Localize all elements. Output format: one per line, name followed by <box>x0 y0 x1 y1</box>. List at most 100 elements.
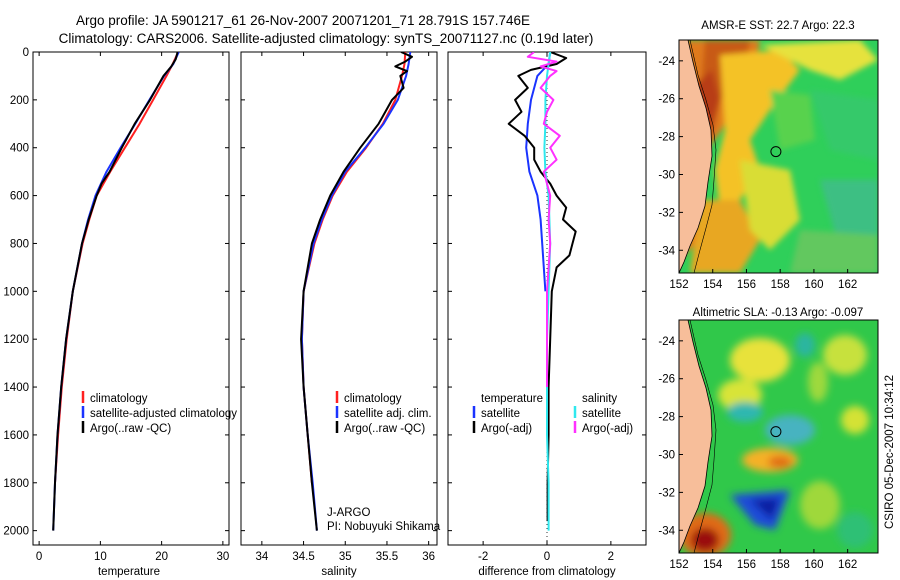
lon-tick-label: 160 <box>804 559 823 571</box>
temperature-legend: climatology satellite-adjusted climatolo… <box>81 391 237 435</box>
legend-label-satellite: satellite-adjusted climatology <box>90 408 237 420</box>
y-tick-label: 400 <box>10 143 29 155</box>
y-tick-label: 800 <box>10 238 29 250</box>
series-line-salinity-argo-adj- <box>526 52 561 387</box>
temperature-axes-box <box>32 51 230 546</box>
legend-header-temperature: temperature <box>481 393 543 405</box>
legend-label-argo: Argo(..raw -QC) <box>344 423 425 435</box>
y-tick-label: 1400 <box>3 382 29 394</box>
y-tick-label: 1200 <box>3 334 29 346</box>
series-line-argo-raw-qc- <box>52 52 179 531</box>
lat-tick-label: -34 <box>658 245 675 257</box>
x-tick-label: -2 <box>478 551 488 563</box>
y-tick-label: 1800 <box>3 478 29 490</box>
lon-tick-label: 158 <box>771 279 790 291</box>
lon-tick-label: 152 <box>669 559 688 571</box>
lat-tick-label: -26 <box>658 374 675 386</box>
legend-label-argo: Argo(..raw -QC) <box>90 423 171 435</box>
credit-stamp: CSIRO 05-Dec-2007 10:34:12 <box>884 375 896 529</box>
lon-tick-label: 152 <box>669 279 688 291</box>
salinity-xlabel: salinity <box>321 566 356 578</box>
float-program-label: J-ARGO <box>327 507 371 519</box>
lon-tick-label: 162 <box>838 559 857 571</box>
x-tick-label: 2 <box>608 551 614 563</box>
isobath-line <box>689 320 717 553</box>
lat-tick-label: -28 <box>658 412 675 424</box>
lat-tick-label: -32 <box>658 207 675 219</box>
difference-panel: -2 0 2 temperature satellite Argo(-adj) sa… <box>447 51 647 578</box>
legend-label-climatology: climatology <box>344 393 402 405</box>
lat-tick-label: -32 <box>658 487 675 499</box>
legend-label-sal-argo: Argo(-adj) <box>582 423 633 435</box>
argo-location-marker <box>770 426 782 438</box>
sst-map-ticks: 152 154 156 158 160 162 -24 -26 -28 -30 -32 -34 <box>658 56 857 291</box>
legend-label-climatology: climatology <box>90 393 148 405</box>
series-line-salinity-satellite <box>543 52 552 531</box>
legend-label-satellite: satellite adj. clim. <box>344 408 432 420</box>
land-coast <box>679 40 713 273</box>
x-tick-label: 35.5 <box>376 551 398 563</box>
lat-tick-label: -30 <box>658 449 675 461</box>
legend-label-temp-argo: Argo(-adj) <box>481 423 532 435</box>
lat-tick-label: -34 <box>658 525 675 537</box>
x-tick-label: 34 <box>255 551 268 563</box>
lat-tick-label: -30 <box>658 169 675 181</box>
series-line-argo-raw-qc- <box>300 52 413 531</box>
figure-title-line1: Argo profile: JA 5901217_61 26-Nov-2007 … <box>76 13 530 28</box>
difference-xlabel: difference from climatology <box>478 566 615 578</box>
lat-tick-label: -26 <box>658 94 675 106</box>
difference-legend: temperature satellite Argo(-adj) salinit… <box>472 393 633 435</box>
temperature-axis-ticks: 0 10 20 30 0 200 400 600 800 1000 1200 1400 1600 1800… <box>3 47 229 563</box>
salinity-panel: 34 34.5 35 35.5 36 climatology satellite adj… <box>240 51 441 578</box>
lon-tick-label: 154 <box>703 279 723 291</box>
lon-tick-label: 156 <box>737 559 756 571</box>
argo-location-marker <box>770 146 782 158</box>
temperature-panel: 0 10 20 30 0 200 400 600 800 1000 1200 1400 1600 1800… <box>3 47 237 578</box>
temperature-lines <box>52 52 180 531</box>
difference-axis-ticks: -2 0 2 <box>448 51 646 563</box>
difference-lines <box>507 52 577 531</box>
lon-tick-label: 154 <box>703 559 723 571</box>
series-line-temperature-argo-adj- <box>507 52 577 522</box>
sla-map-ticks: 152 154 156 158 160 162 -24 -26 -28 -30 -32 -34 <box>658 336 857 571</box>
salinity-legend: climatology satellite adj. clim. Argo(..… <box>335 391 432 435</box>
y-tick-label: 1000 <box>3 286 29 298</box>
y-tick-label: 200 <box>10 95 29 107</box>
lat-tick-label: -28 <box>658 132 675 144</box>
x-tick-label: 36 <box>422 551 435 563</box>
y-tick-label: 600 <box>10 191 29 203</box>
x-tick-label: 10 <box>94 551 107 563</box>
land-coast <box>679 320 713 553</box>
float-pi-label: PI: Nobuyuki Shikama <box>327 521 441 533</box>
lon-tick-label: 158 <box>771 559 790 571</box>
legend-label-temp-satellite: satellite <box>481 408 520 420</box>
lon-tick-label: 156 <box>737 279 756 291</box>
y-tick-label: 0 <box>23 47 29 59</box>
x-tick-label: 34.5 <box>292 551 314 563</box>
temperature-xlabel: temperature <box>98 566 160 578</box>
salinity-axes-box <box>240 51 438 546</box>
lat-tick-label: -24 <box>658 56 675 68</box>
legend-header-salinity: salinity <box>582 393 617 405</box>
salinity-lines <box>300 52 413 531</box>
lat-tick-label: -24 <box>658 336 675 348</box>
sst-map-panel: AMSR-E SST: 22.7 Argo: 22.3 152 154 156 158… <box>658 20 879 291</box>
x-tick-label: 20 <box>155 551 168 563</box>
y-tick-label: 2000 <box>3 526 29 538</box>
x-tick-label: 0 <box>36 551 42 563</box>
sst-heatmap <box>679 40 878 273</box>
sla-map-panel: Altimetric SLA: -0.13 Argo: -0.097 <box>658 307 879 571</box>
legend-label-sal-satellite: satellite <box>582 408 621 420</box>
salinity-axis-ticks: 34 34.5 35 35.5 36 <box>241 51 437 563</box>
figure-title-line2: Climatology: CARS2006. Satellite-adjuste… <box>59 31 594 46</box>
lon-tick-label: 162 <box>838 279 857 291</box>
series-line-temperature-satellite <box>525 52 552 292</box>
sla-map-frame <box>678 319 879 554</box>
y-tick-label: 1600 <box>3 430 29 442</box>
x-tick-label: 35 <box>339 551 352 563</box>
x-tick-label: 0 <box>544 551 550 563</box>
sla-map-title: Altimetric SLA: -0.13 Argo: -0.097 <box>693 307 864 319</box>
sst-map-frame <box>678 39 879 274</box>
isobath-line <box>689 40 717 273</box>
